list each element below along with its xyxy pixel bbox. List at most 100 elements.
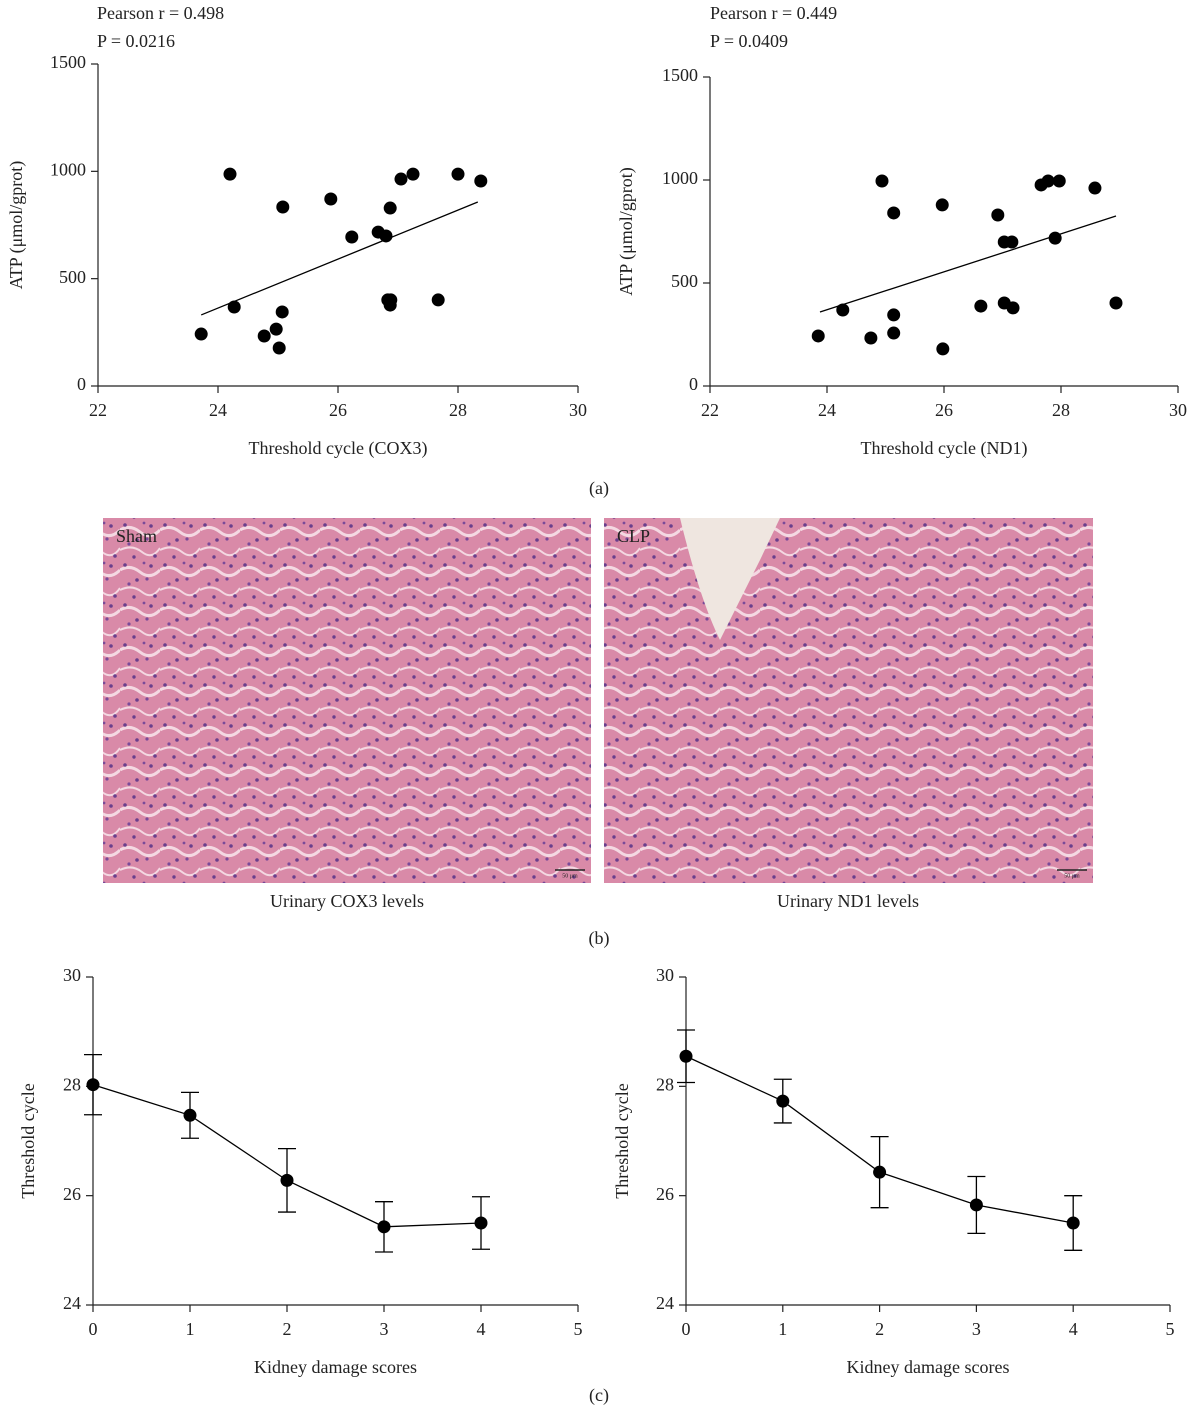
x-axis-label: Kidney damage scores <box>847 1357 1010 1377</box>
image-caption: Urinary ND1 levels <box>777 891 919 911</box>
y-tick-label: 1500 <box>662 65 698 85</box>
y-tick-label: 24 <box>656 1293 674 1313</box>
x-tick-label: 28 <box>449 400 467 420</box>
y-tick-label: 0 <box>689 374 698 394</box>
point <box>811 329 825 343</box>
point <box>86 1078 100 1092</box>
point <box>269 322 283 336</box>
point <box>887 326 901 340</box>
point <box>873 1165 887 1179</box>
fit-line <box>200 201 479 316</box>
y-tick-label: 1000 <box>50 159 86 179</box>
scale-bar-label: 50 μm <box>1064 873 1080 879</box>
point <box>1088 181 1102 195</box>
point <box>394 172 408 186</box>
point <box>431 293 445 307</box>
point <box>836 303 850 317</box>
point <box>1066 1216 1080 1230</box>
point <box>887 206 901 220</box>
point <box>272 341 286 355</box>
y-tick-label: 28 <box>656 1074 674 1094</box>
panel-label: (c) <box>589 1385 609 1406</box>
y-tick-label: 26 <box>63 1184 81 1204</box>
point <box>280 1173 294 1187</box>
x-tick-label: 1 <box>778 1319 787 1339</box>
point <box>345 230 359 244</box>
point <box>887 308 901 322</box>
point <box>257 329 271 343</box>
fit-line <box>819 215 1117 313</box>
x-tick-label: 24 <box>209 400 227 420</box>
histology-image <box>604 518 1093 883</box>
y-tick-label: 1500 <box>50 52 86 72</box>
point <box>377 1220 391 1234</box>
histology-image <box>103 518 591 883</box>
x-tick-label: 0 <box>682 1319 691 1339</box>
x-axis-label: Kidney damage scores <box>254 1357 417 1377</box>
point <box>379 229 393 243</box>
scale-bar-label: 50 μm <box>562 873 578 879</box>
x-tick-label: 4 <box>1069 1319 1078 1339</box>
point <box>864 331 878 345</box>
x-axis-label: Threshold cycle (COX3) <box>249 438 428 459</box>
point <box>183 1108 197 1122</box>
panel-label: (b) <box>589 928 610 949</box>
point <box>935 198 949 212</box>
x-tick-label: 2 <box>283 1319 292 1339</box>
y-tick-label: 24 <box>63 1293 81 1313</box>
point <box>474 174 488 188</box>
y-tick-label: 28 <box>63 1074 81 1094</box>
y-axis-label: ATP (μmol/gprot) <box>616 167 637 295</box>
lumen <box>680 518 780 640</box>
y-tick-label: 30 <box>656 965 674 985</box>
x-tick-label: 3 <box>972 1319 981 1339</box>
point <box>679 1049 693 1063</box>
y-tick-label: 26 <box>656 1184 674 1204</box>
annotation: Pearson r = 0.498 <box>97 3 224 23</box>
point <box>451 167 465 181</box>
point <box>1109 296 1123 310</box>
y-tick-label: 500 <box>59 267 86 287</box>
point <box>1041 174 1055 188</box>
y-tick-label: 1000 <box>662 168 698 188</box>
point <box>1052 174 1066 188</box>
x-tick-label: 26 <box>329 400 347 420</box>
x-tick-label: 30 <box>1169 400 1187 420</box>
y-axis-label: Threshold cycle <box>612 1083 632 1198</box>
point <box>383 201 397 215</box>
point <box>974 299 988 313</box>
point <box>991 208 1005 222</box>
x-tick-label: 4 <box>477 1319 486 1339</box>
point <box>1005 235 1019 249</box>
annotation: P = 0.0409 <box>710 31 788 51</box>
x-tick-label: 3 <box>380 1319 389 1339</box>
x-axis-label: Threshold cycle (ND1) <box>861 438 1028 459</box>
x-tick-label: 5 <box>1166 1319 1175 1339</box>
annotation: P = 0.0216 <box>97 31 175 51</box>
point <box>227 300 241 314</box>
panel-label: (a) <box>589 478 609 499</box>
x-tick-label: 22 <box>701 400 719 420</box>
annotation: Pearson r = 0.449 <box>710 3 837 23</box>
y-axis-label: ATP (μmol/gprot) <box>6 161 27 289</box>
x-tick-label: 28 <box>1052 400 1070 420</box>
point <box>324 192 338 206</box>
point <box>474 1216 488 1230</box>
x-tick-label: 0 <box>89 1319 98 1339</box>
x-tick-label: 26 <box>935 400 953 420</box>
point <box>776 1094 790 1108</box>
image-caption: Urinary COX3 levels <box>270 891 424 911</box>
point <box>875 174 889 188</box>
point <box>1006 301 1020 315</box>
point <box>406 167 420 181</box>
image-label: Sham <box>116 526 157 546</box>
y-tick-label: 0 <box>77 374 86 394</box>
x-tick-label: 22 <box>89 400 107 420</box>
image-label: CLP <box>617 526 650 546</box>
y-tick-label: 500 <box>671 271 698 291</box>
y-tick-label: 30 <box>63 965 81 985</box>
point <box>1048 231 1062 245</box>
point <box>194 327 208 341</box>
